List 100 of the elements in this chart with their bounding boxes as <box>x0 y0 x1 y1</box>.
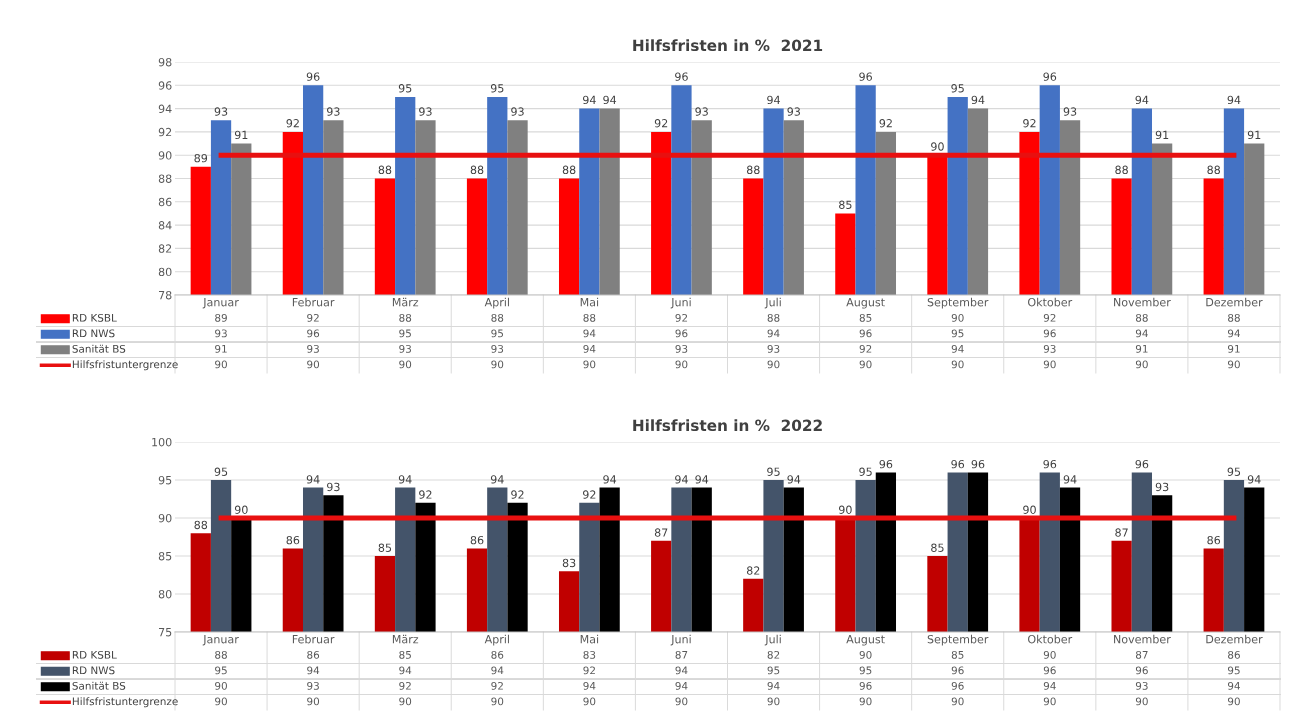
data-label: 93 <box>1155 482 1169 492</box>
text: 92 <box>399 681 411 690</box>
data-label: 93 <box>419 107 432 116</box>
text: 96 <box>1043 666 1056 675</box>
data-label: 85 <box>931 543 944 552</box>
x-tick-label: Juli <box>764 634 781 646</box>
legend-label: Sanität BS <box>72 344 126 353</box>
text: 91 <box>1227 344 1240 353</box>
data-label: 86 <box>470 535 484 545</box>
text: 93 <box>215 329 227 338</box>
text: 86 <box>1228 650 1240 659</box>
data-label: 90 <box>859 360 872 369</box>
text: 95 <box>767 666 780 675</box>
data-label: 93 <box>787 107 800 116</box>
text: 96 <box>1135 666 1148 675</box>
data-label: 88 <box>470 165 484 175</box>
x-tick-label: März <box>392 297 419 307</box>
data-label: 90 <box>1043 697 1056 706</box>
text: 94 <box>491 666 504 675</box>
x-tick-label: April <box>484 634 509 646</box>
data-label: 93 <box>327 482 340 492</box>
data-label: 92 <box>879 119 892 128</box>
data-label: 91 <box>1155 130 1169 140</box>
data-label: 90 <box>583 697 596 706</box>
text: 87 <box>675 650 688 659</box>
data-label: 90 <box>859 697 872 706</box>
x-tick-label: Oktober <box>1028 297 1073 307</box>
legend-label: RD KSBL <box>72 313 117 322</box>
text: 92 <box>307 313 319 322</box>
data-label: 91 <box>1247 130 1261 140</box>
text: 92 <box>491 681 503 690</box>
text: 89 <box>215 313 227 322</box>
legend-label: RD NWS <box>72 666 115 675</box>
text: 96 <box>859 681 872 690</box>
data-label: 90 <box>951 360 964 369</box>
x-tick-label: Juni <box>670 297 691 309</box>
data-label: 90 <box>307 697 320 706</box>
data-label: 90 <box>675 360 688 369</box>
text: 96 <box>951 681 964 690</box>
data-label: 96 <box>306 72 320 81</box>
data-label: 86 <box>286 535 300 545</box>
x-tick-label: Mai <box>580 634 599 644</box>
text: 93 <box>491 344 504 353</box>
data-label: 90 <box>1135 697 1148 706</box>
data-label: 87 <box>1115 528 1128 537</box>
data-label: 94 <box>1063 475 1077 484</box>
text: 88 <box>767 313 780 322</box>
text: 93 <box>675 344 688 353</box>
y-tick-label: 90 <box>158 513 172 523</box>
x-tick-label: August <box>846 298 885 309</box>
text: 92 <box>675 313 688 322</box>
data-label: 88 <box>378 165 392 175</box>
data-label: 82 <box>746 566 760 575</box>
x-tick-label: November <box>1114 297 1171 307</box>
x-tick-label: Februar <box>292 297 335 307</box>
text: 94 <box>675 666 688 675</box>
data-label: 95 <box>951 84 964 93</box>
x-tick-label: Juni <box>670 634 691 646</box>
data-label: 92 <box>286 119 299 128</box>
data-label: 90 <box>215 697 227 706</box>
y-tick-label: 80 <box>158 267 172 277</box>
text: 95 <box>215 666 227 675</box>
y-tick-label: 80 <box>158 589 172 599</box>
text: 94 <box>767 681 780 690</box>
text: 95 <box>951 329 964 338</box>
text: 86 <box>307 650 320 659</box>
data-label: 92 <box>419 490 432 499</box>
data-label: 92 <box>583 490 596 499</box>
text: 94 <box>1227 681 1240 690</box>
text: 93 <box>307 681 319 690</box>
text: 96 <box>859 329 872 338</box>
data-label: 93 <box>511 107 524 116</box>
data-label: 94 <box>306 475 320 484</box>
data-label: 94 <box>767 95 780 105</box>
text: 91 <box>1135 344 1148 353</box>
data-label: 93 <box>214 107 228 116</box>
text: 88 <box>583 313 596 322</box>
data-label: 94 <box>603 95 617 105</box>
y-tick-label: 85 <box>158 551 172 561</box>
data-label: 90 <box>951 697 964 706</box>
chart-title: Hilfsfristen in % 2022 <box>633 419 822 432</box>
y-tick-label: 78 <box>158 290 172 300</box>
data-label: 90 <box>1227 697 1240 706</box>
text: 88 <box>215 650 227 659</box>
text: 96 <box>1043 329 1056 338</box>
x-tick-label: Januar <box>202 635 239 646</box>
data-label: 95 <box>1227 467 1241 476</box>
legend-label: Hilfsfristuntergrenze <box>72 360 178 371</box>
data-label: 95 <box>767 467 780 476</box>
text: 91 <box>215 344 227 353</box>
y-tick-label: 100 <box>152 437 172 447</box>
data-label: 94 <box>971 95 985 105</box>
data-label: 94 <box>398 475 412 484</box>
data-label: 90 <box>1043 360 1056 369</box>
text: 83 <box>583 650 596 659</box>
y-tick-label: 82 <box>158 244 172 253</box>
x-tick-label: Februar <box>292 634 335 644</box>
y-tick-label: 84 <box>158 221 172 230</box>
text: 93 <box>399 344 411 353</box>
text: 95 <box>491 329 504 338</box>
